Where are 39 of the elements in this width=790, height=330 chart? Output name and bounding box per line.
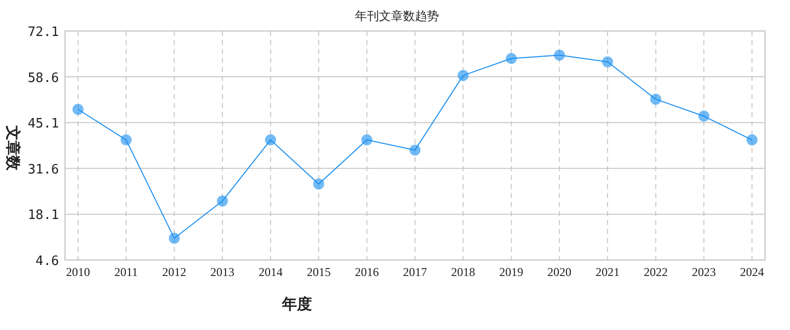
point: [506, 52, 517, 64]
point: [554, 50, 565, 61]
point: [410, 144, 420, 156]
x-tick-label: 2013: [210, 265, 234, 279]
y-tick-label: 31.6: [28, 162, 59, 178]
x-tick-label: 2015: [306, 265, 331, 279]
x-tick-label: 2017: [403, 265, 427, 279]
y-tick-label: 72.1: [28, 25, 59, 40]
x-tick-label: 2020: [547, 265, 572, 279]
x-tick-label: 2021: [596, 265, 620, 279]
y-tick-label: 45.1: [28, 116, 59, 132]
x-tick-label: 2010: [66, 265, 90, 279]
y-tick-label: 18.1: [28, 208, 59, 224]
x-tick-label: 2016: [354, 265, 379, 279]
y-tick-label: 58.6: [28, 70, 59, 86]
point: [216, 195, 228, 206]
x-tick-label: 2019: [499, 265, 524, 279]
x-tick-label: 2014: [258, 265, 283, 279]
point: [265, 134, 276, 146]
point: [313, 178, 324, 190]
y-tick-label: 4.6: [36, 254, 59, 269]
point: [120, 134, 132, 146]
point: [361, 134, 372, 146]
point: [650, 94, 662, 105]
x-tick-label: 2023: [692, 265, 716, 279]
x-axis-title: 年度: [281, 295, 312, 313]
y-axis-title: 文章数: [4, 124, 22, 172]
x-tick-label: 2011: [114, 265, 138, 279]
x-tick-label: 2018: [451, 265, 476, 279]
point: [168, 232, 180, 244]
chart-title: 年刊文章数趋势: [355, 9, 439, 23]
x-tick-label: 2012: [162, 265, 186, 279]
point: [746, 134, 758, 146]
point: [458, 70, 469, 81]
point: [698, 110, 710, 122]
point: [72, 104, 84, 115]
x-tick-label: 2024: [740, 265, 764, 279]
point: [602, 56, 614, 68]
x-tick-label: 2022: [644, 265, 668, 279]
